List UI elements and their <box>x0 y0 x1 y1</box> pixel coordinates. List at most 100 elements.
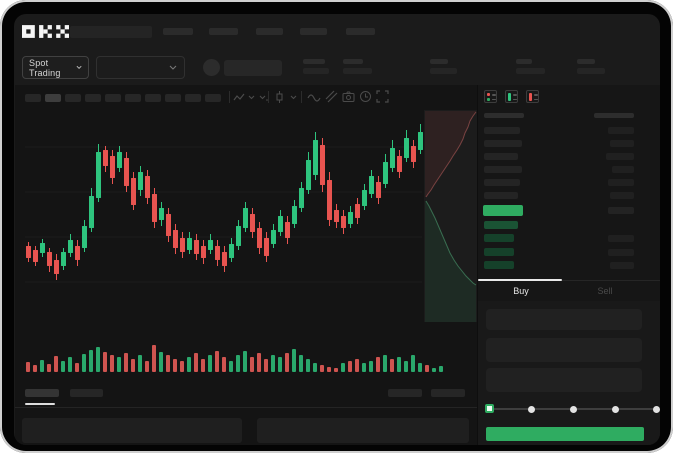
stat-label <box>430 59 448 64</box>
nav-item[interactable] <box>209 28 238 35</box>
depth-bids-area <box>425 201 476 322</box>
ask-row-amount[interactable] <box>610 192 634 199</box>
ask-row-price[interactable] <box>484 192 518 199</box>
candle <box>82 226 87 248</box>
volume-bar <box>250 357 254 372</box>
ask-row-amount[interactable] <box>608 127 634 134</box>
volume-bar <box>117 357 121 372</box>
timeframe-button[interactable] <box>45 94 61 102</box>
bid-row-amount[interactable] <box>610 261 634 269</box>
volume-bar <box>47 364 51 372</box>
timeframe-button[interactable] <box>65 94 81 102</box>
tab-buy[interactable]: Buy <box>513 286 529 296</box>
candlestick-chart[interactable] <box>15 85 477 378</box>
volume-bar <box>257 353 261 372</box>
volume-bar <box>26 362 30 372</box>
stat-label <box>343 59 363 64</box>
bottom-control[interactable] <box>388 389 422 397</box>
amount-input[interactable] <box>486 338 642 362</box>
bottom-tab[interactable] <box>70 389 103 397</box>
drawing-tools-icon[interactable] <box>325 90 338 103</box>
slider-stop[interactable] <box>485 404 494 413</box>
timeframe-button[interactable] <box>25 94 41 102</box>
price-input[interactable] <box>486 309 642 330</box>
ask-row-amount[interactable] <box>606 153 634 160</box>
total-input[interactable] <box>486 368 642 392</box>
toolbar-separator <box>268 91 269 103</box>
volume-bar <box>166 355 170 372</box>
ask-row-price[interactable] <box>484 140 522 147</box>
bid-row-amount[interactable] <box>608 235 634 243</box>
volume-bar <box>229 361 233 372</box>
chevron-down-icon[interactable] <box>290 95 297 100</box>
ask-row-amount[interactable] <box>610 140 634 147</box>
nav-item[interactable] <box>346 28 375 35</box>
bottom-tab[interactable] <box>25 389 59 397</box>
volume-bar <box>89 350 93 372</box>
slider-stop[interactable] <box>569 405 577 413</box>
chevron-down-icon[interactable] <box>248 95 255 100</box>
timeframe-button[interactable] <box>85 94 101 102</box>
candle <box>348 212 353 224</box>
fullscreen-icon[interactable] <box>376 90 389 103</box>
ask-row-price[interactable] <box>484 179 520 186</box>
ask-row-price[interactable] <box>484 166 522 173</box>
nav-item[interactable] <box>256 28 283 35</box>
candle <box>250 214 255 232</box>
bid-row-price[interactable] <box>484 260 514 269</box>
candle <box>40 243 45 253</box>
indicators-icon[interactable] <box>307 92 321 103</box>
candle <box>334 210 339 222</box>
nav-item[interactable] <box>300 28 327 35</box>
volume-bar <box>425 365 429 372</box>
slider-stop[interactable] <box>611 405 619 413</box>
bottom-control[interactable] <box>431 389 465 397</box>
active-tab-indicator <box>478 279 562 281</box>
timeframe-button[interactable] <box>205 94 221 102</box>
timeframe-button[interactable] <box>165 94 181 102</box>
candle <box>89 196 94 228</box>
bid-row-price[interactable] <box>484 234 514 243</box>
volume-bar <box>222 357 226 372</box>
market-type-selector[interactable]: Spot Trading <box>22 56 89 79</box>
bid-row-price[interactable] <box>484 247 514 256</box>
timeframe-button[interactable] <box>105 94 121 102</box>
nav-item[interactable] <box>163 28 193 35</box>
candle <box>229 244 234 258</box>
candle <box>390 148 395 168</box>
panel-divider <box>477 85 478 445</box>
candle <box>138 172 143 190</box>
tab-sell[interactable]: Sell <box>597 286 613 296</box>
interval-dropdown-icon[interactable] <box>259 95 268 101</box>
timeframe-button[interactable] <box>185 94 201 102</box>
volume-bar <box>376 357 380 372</box>
ask-row-amount[interactable] <box>612 166 634 173</box>
orderbook-view-asks-icon[interactable] <box>526 90 539 103</box>
bid-row-price[interactable] <box>484 221 518 229</box>
slider-stop[interactable] <box>527 405 535 413</box>
last-price-amount <box>608 207 634 214</box>
volume-bar <box>264 359 268 372</box>
timeframe-button[interactable] <box>145 94 161 102</box>
history-clock-icon[interactable] <box>359 90 372 103</box>
candle-style-icon[interactable] <box>273 90 286 104</box>
candle <box>243 208 248 228</box>
chart-type-icon[interactable] <box>233 91 246 104</box>
candle <box>68 240 73 253</box>
pair-selector[interactable] <box>96 56 185 79</box>
buy-submit-button[interactable] <box>486 427 644 441</box>
ask-row-price[interactable] <box>484 127 520 134</box>
volume-bar <box>292 349 296 372</box>
volume-bar <box>131 359 135 372</box>
okx-logo[interactable] <box>22 25 69 38</box>
orderbook-view-bids-icon[interactable] <box>505 90 518 103</box>
camera-icon[interactable] <box>342 90 355 103</box>
ask-row-amount[interactable] <box>608 179 634 186</box>
volume-bar <box>383 355 387 372</box>
timeframe-button[interactable] <box>125 94 141 102</box>
last-price-badge[interactable] <box>483 205 523 216</box>
ask-row-price[interactable] <box>484 153 518 160</box>
bid-row-amount[interactable] <box>608 248 634 256</box>
orderbook-view-combined-icon[interactable] <box>484 90 497 103</box>
slider-stop[interactable] <box>652 405 660 413</box>
